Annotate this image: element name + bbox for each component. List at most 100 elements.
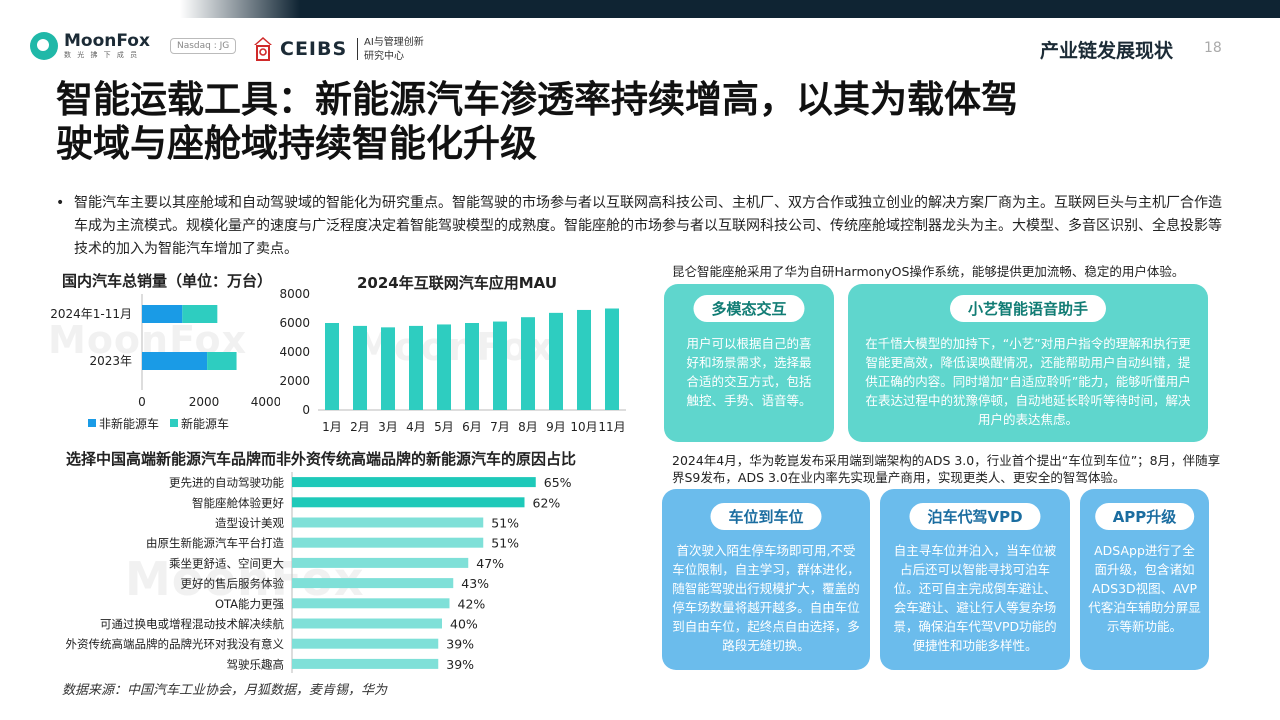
legend-swatch [88, 419, 96, 427]
mau-bar [409, 325, 423, 410]
panel-multimodal-title: 多模态交互 [693, 295, 805, 322]
reasons-category-label: 更好的售后服务体验 [181, 577, 285, 591]
mau-x-tick: 5月 [434, 420, 454, 434]
ceibs-logo-icon [254, 37, 272, 61]
reasons-bar [292, 658, 439, 669]
mau-bar [325, 323, 339, 410]
ceibs-center-line1: AI与管理创新 [364, 37, 424, 48]
moonfox-subtitle: 数 光 拂 下 成 员 [64, 51, 140, 59]
panel-app-upgrade-text: ADSApp进行了全面升级，包含诸如ADS3D视图、AVP代客泊车辅助分屏显示等… [1088, 543, 1201, 634]
reasons-value-label: 47% [476, 556, 504, 571]
mau-bar [605, 308, 619, 410]
top-bar-dark [260, 0, 1280, 18]
panel-app-upgrade: APP升级 ADSApp进行了全面升级，包含诸如ADS3D视图、AVP代客泊车辅… [1080, 489, 1209, 670]
mau-x-tick: 10月 [570, 420, 597, 434]
panel-vpd-text: 自主寻车位并泊入，当车位被占后还可以智能寻找可泊车位。还可自主完成倒车避让、会车… [893, 543, 1057, 653]
data-source: 数据来源：中国汽车工业协会，月狐数据，麦肯锡，华为 [62, 683, 388, 698]
panel-voice-assistant-title: 小艺智能语音助手 [949, 295, 1107, 322]
moonfox-logo-icon [30, 32, 58, 60]
panel-slot-to-slot-text: 首次驶入陌生停车场即可用,不受车位限制，自主学习，群体进化，随智能驾驶出行规模扩… [672, 543, 860, 653]
mau-bar [353, 325, 367, 410]
reasons-value-label: 39% [446, 657, 474, 672]
reasons-bar [292, 638, 439, 649]
mau-bar [521, 317, 535, 410]
panel-voice-assistant: 小艺智能语音助手 在千悟大模型的加持下，“小艺”对用户指令的理解和执行更智能更高… [848, 284, 1208, 442]
panel-multimodal-text: 用户可以根据自己的喜好和场景需求，选择最合适的交互方式，包括触控、手势、语音等。 [686, 336, 812, 408]
reasons-bar [292, 557, 469, 568]
reasons-value-label: 43% [461, 576, 489, 591]
reasons-category-label: 由原生新能源汽车平台打造 [146, 536, 284, 550]
legend-label: 新能源车 [181, 416, 229, 431]
panel-voice-assistant-text: 在千悟大模型的加持下，“小艺”对用户指令的理解和执行更智能更高效，降低误唤醒情况… [865, 336, 1191, 427]
legend-label: 非新能源车 [99, 416, 159, 431]
cockpit-note: 昆仑智能座舱采用了华为自研HarmonyOS操作系统，能够提供更加流畅、稳定的用… [672, 264, 1185, 279]
reasons-value-label: 42% [458, 596, 486, 611]
sales-x-tick: 0 [138, 395, 146, 409]
mau-bar [577, 309, 591, 410]
reasons-category-label: 乘坐更舒适、空间更大 [169, 556, 284, 570]
reasons-bar [292, 578, 454, 589]
reasons-value-label: 51% [491, 536, 519, 551]
reasons-category-label: 可通过换电或增程混动技术解决续航 [100, 617, 284, 631]
nasdaq-badge: Nasdaq : JG [170, 38, 237, 54]
mau-x-tick: 9月 [546, 420, 566, 434]
sales-x-tick: 2000 [189, 395, 220, 409]
ceibs-center-name: AI与管理创新 研究中心 [364, 36, 424, 64]
ceibs-center-line2: 研究中心 [364, 51, 404, 62]
page-title-line2: 驶域与座舱域持续智能化升级 [56, 122, 537, 165]
mau-bar [437, 324, 451, 410]
mau-x-tick: 7月 [490, 420, 510, 434]
mau-x-tick: 1月 [322, 420, 342, 434]
reasons-category-label: OTA能力更强 [215, 597, 285, 611]
reasons-chart: 更先进的自动驾驶功能 65% 智能座舱体验更好 62% 造型设计美观 51% 由原生新能源汽… [66, 472, 572, 673]
mau-y-tick: 2000 [279, 374, 310, 388]
sales-category-label: 2023年 [89, 354, 132, 368]
section-title: 产业链发展现状 [1040, 40, 1174, 62]
mau-bar [493, 321, 507, 410]
mau-y-tick: 6000 [279, 316, 310, 330]
sales-bar-segment [207, 352, 237, 370]
mau-x-tick: 6月 [462, 420, 482, 434]
mau-x-tick: 8月 [518, 420, 538, 434]
mau-x-tick: 2月 [350, 420, 370, 434]
panel-app-upgrade-title: APP升级 [1094, 503, 1195, 530]
top-bar-fade [0, 0, 300, 18]
reasons-chart-title: 选择中国高端新能源汽车品牌而非外资传统高端品牌的新能源汽车的原因占比 [66, 450, 577, 468]
legend-swatch [170, 419, 178, 427]
mau-chart-title: 2024年互联网汽车应用MAU [357, 274, 558, 292]
logo-divider [357, 38, 358, 60]
ads-note: 2024年4月，华为乾崑发布采用端到端架构的ADS 3.0，行业首个提出“车位到… [672, 453, 1221, 485]
reasons-category-label: 更先进的自动驾驶功能 [169, 476, 284, 490]
sales-bar-segment [182, 305, 218, 323]
sales-chart-title: 国内汽车总销量（单位：万台） [62, 272, 273, 290]
panel-slot-to-slot-title: 车位到车位 [710, 503, 822, 530]
summary-bullet: 智能汽车主要以其座舱域和自动驾驶域的智能化为研究重点。智能驾驶的市场参与者以互联… [56, 192, 1226, 261]
moonfox-logo: MoonFox 数 光 拂 下 成 员 [30, 32, 150, 60]
mau-bar [381, 327, 395, 410]
mau-x-tick: 3月 [378, 420, 398, 434]
reasons-bar [292, 477, 536, 488]
sales-chart: 2024年1-11月 2023年 0 2000 4000 非新能源车 新能源车 [50, 294, 280, 431]
panel-multimodal: 多模态交互 用户可以根据自己的喜好和场景需求，选择最合适的交互方式，包括触控、手… [664, 284, 834, 442]
mau-chart: 0 2000 4000 6000 8000 1月 2月 3月 4月 5月 6月 7月 8月 9月 10月 11… [279, 287, 626, 434]
mau-y-tick: 0 [302, 403, 310, 417]
reasons-category-label: 智能座舱体验更好 [192, 496, 284, 510]
reasons-category-label: 外资传统高端品牌的品牌光环对我没有意义 [66, 637, 285, 651]
sales-category-label: 2024年1-11月 [50, 307, 132, 321]
reasons-bar [292, 618, 442, 629]
mau-y-tick: 4000 [279, 345, 310, 359]
mau-bar [549, 312, 563, 410]
mau-bar [465, 323, 479, 410]
reasons-value-label: 62% [533, 495, 561, 510]
reasons-value-label: 39% [446, 637, 474, 652]
reasons-bar [292, 517, 484, 528]
page-number: 18 [1204, 40, 1222, 56]
reasons-value-label: 40% [450, 617, 478, 632]
moonfox-name: MoonFox [64, 31, 150, 51]
reasons-category-label: 造型设计美观 [215, 516, 284, 530]
sales-bar-segment [142, 305, 183, 323]
panel-vpd: 泊车代驾VPD 自主寻车位并泊入，当车位被占后还可以智能寻找可泊车位。还可自主完… [880, 489, 1070, 670]
mau-x-tick: 4月 [406, 420, 426, 434]
reasons-value-label: 65% [544, 475, 572, 490]
panel-vpd-title: 泊车代驾VPD [909, 503, 1041, 530]
